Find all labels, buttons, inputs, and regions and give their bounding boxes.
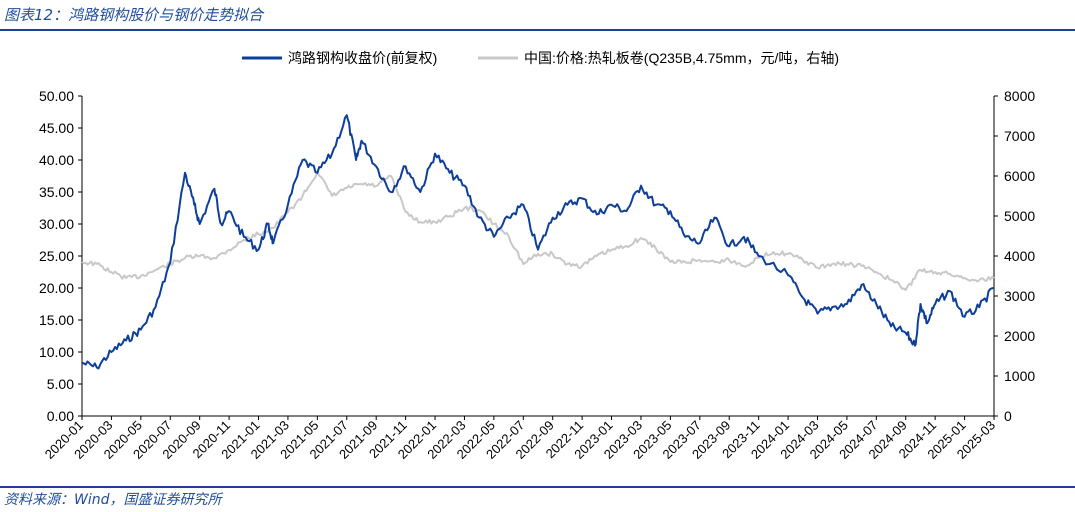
y-left-tick-label: 25.00 (39, 248, 74, 264)
y-left-tick-label: 30.00 (39, 216, 74, 232)
y-left-tick-label: 50.00 (39, 88, 74, 104)
y-right-tick-label: 3000 (1004, 288, 1035, 304)
legend-label-stock-price: 鸿路钢构收盘价(前复权) (288, 50, 437, 66)
y-right-tick-label: 1000 (1004, 368, 1035, 384)
legend-label-steel-price: 中国:价格:热轧板卷(Q235B,4.75mm，元/吨，右轴) (524, 50, 839, 66)
series-line-stock-price (81, 114, 995, 370)
series-layer (81, 114, 995, 370)
y-left-tick-label: 20.00 (39, 280, 74, 296)
series-line-steel-price (81, 171, 995, 291)
y-left-tick-label: 5.00 (47, 376, 74, 392)
title-rule (0, 29, 1075, 31)
y-left-tick-label: 35.00 (39, 184, 74, 200)
y-right-tick-label: 2000 (1004, 328, 1035, 344)
figure-title: 图表12：鸿路钢构股价与钢价走势拟合 (4, 6, 264, 24)
legend: 鸿路钢构收盘价(前复权) 中国:价格:热轧板卷(Q235B,4.75mm，元/吨，… (242, 50, 839, 66)
y-right-tick-label: 0 (1004, 408, 1012, 424)
y-left-tick-label: 15.00 (39, 312, 74, 328)
y-left-tick-label: 45.00 (39, 120, 74, 136)
y-right-tick-label: 5000 (1004, 208, 1035, 224)
y-right-tick-label: 8000 (1004, 88, 1035, 104)
source-rule (0, 486, 1075, 488)
y-left-tick-label: 10.00 (39, 344, 74, 360)
chart: 0.00 5.00 10.00 15.00 20.00 25.00 30.00 35.00 40… (39, 50, 1035, 462)
y-left-tick-label: 0.00 (47, 408, 74, 424)
y-right-tick-label: 7000 (1004, 128, 1035, 144)
axes: 0.00 5.00 10.00 15.00 20.00 25.00 30.00 35.00 40… (39, 88, 1035, 462)
source-note: 资料来源：Wind，国盛证券研究所 (4, 492, 222, 508)
y-right-tick-label: 6000 (1004, 168, 1035, 184)
y-right-tick-label: 4000 (1004, 248, 1035, 264)
y-left-tick-label: 40.00 (39, 152, 74, 168)
